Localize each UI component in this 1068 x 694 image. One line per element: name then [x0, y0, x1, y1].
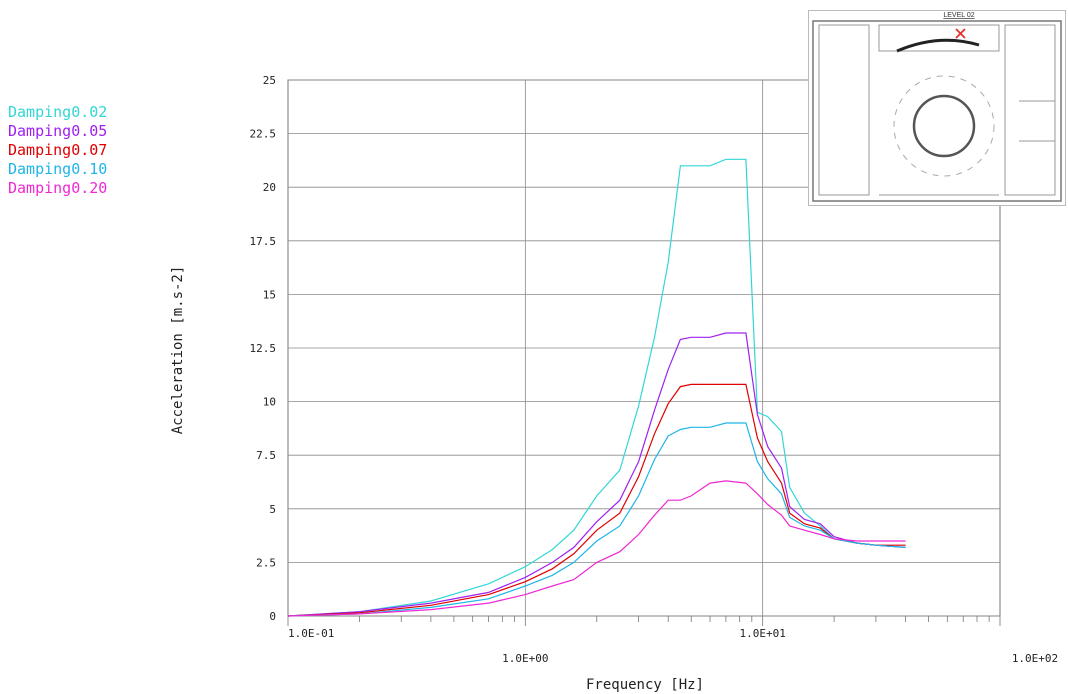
legend-entry: Damping0.07	[8, 141, 108, 159]
x-axis-label: Frequency [Hz]	[586, 677, 704, 693]
y-tick-label: 2.5	[256, 556, 276, 569]
legend: Damping0.02 Damping0.05 Damping0.07 Damp…	[8, 103, 107, 198]
series-line	[287, 158, 906, 617]
floor-plan-inset: LEVEL 02	[808, 10, 1066, 206]
floor-plan-title: LEVEL 02	[943, 12, 974, 19]
legend-entry: Damping0.10	[8, 160, 108, 178]
y-tick-label: 15	[263, 288, 276, 301]
series-lines	[287, 158, 906, 617]
y-tick-label: 22.5	[250, 128, 277, 141]
y-tick-label: 7.5	[256, 449, 276, 462]
legend-entry: Damping0.02	[8, 103, 108, 121]
legend-entry: Damping0.20	[8, 179, 108, 197]
x-tick-label: 1.0E+01	[739, 627, 785, 640]
x-tick-label: 1.0E-01	[288, 627, 334, 640]
x-tick-label: 1.0E+02	[1012, 652, 1058, 665]
y-tick-label: 0	[269, 610, 276, 623]
series-line	[287, 480, 906, 617]
y-axis-label: Acceleration [m.s-2]	[170, 266, 186, 435]
location-marker-icon	[955, 28, 966, 39]
y-tick-label: 12.5	[250, 342, 277, 355]
y-tick-label: 20	[263, 181, 276, 194]
floor-plan-drawing: LEVEL 02	[812, 12, 1062, 202]
y-tick-label: 10	[263, 396, 276, 409]
series-line	[287, 383, 906, 617]
legend-entry: Damping0.05	[8, 122, 108, 140]
y-tick-label: 5	[269, 503, 276, 516]
y-tick-label: 25	[263, 74, 276, 87]
y-tick-label: 17.5	[250, 235, 277, 248]
series-line	[287, 422, 906, 617]
x-tick-label: 1.0E+00	[502, 652, 548, 665]
tick-labels: 0 2.5 5 7.5 10 12.5 15 17.5 20 22.5 25 1.0E-01 1.0E+…	[250, 74, 1059, 665]
grid	[287, 79, 1001, 626]
series-line	[287, 332, 906, 617]
